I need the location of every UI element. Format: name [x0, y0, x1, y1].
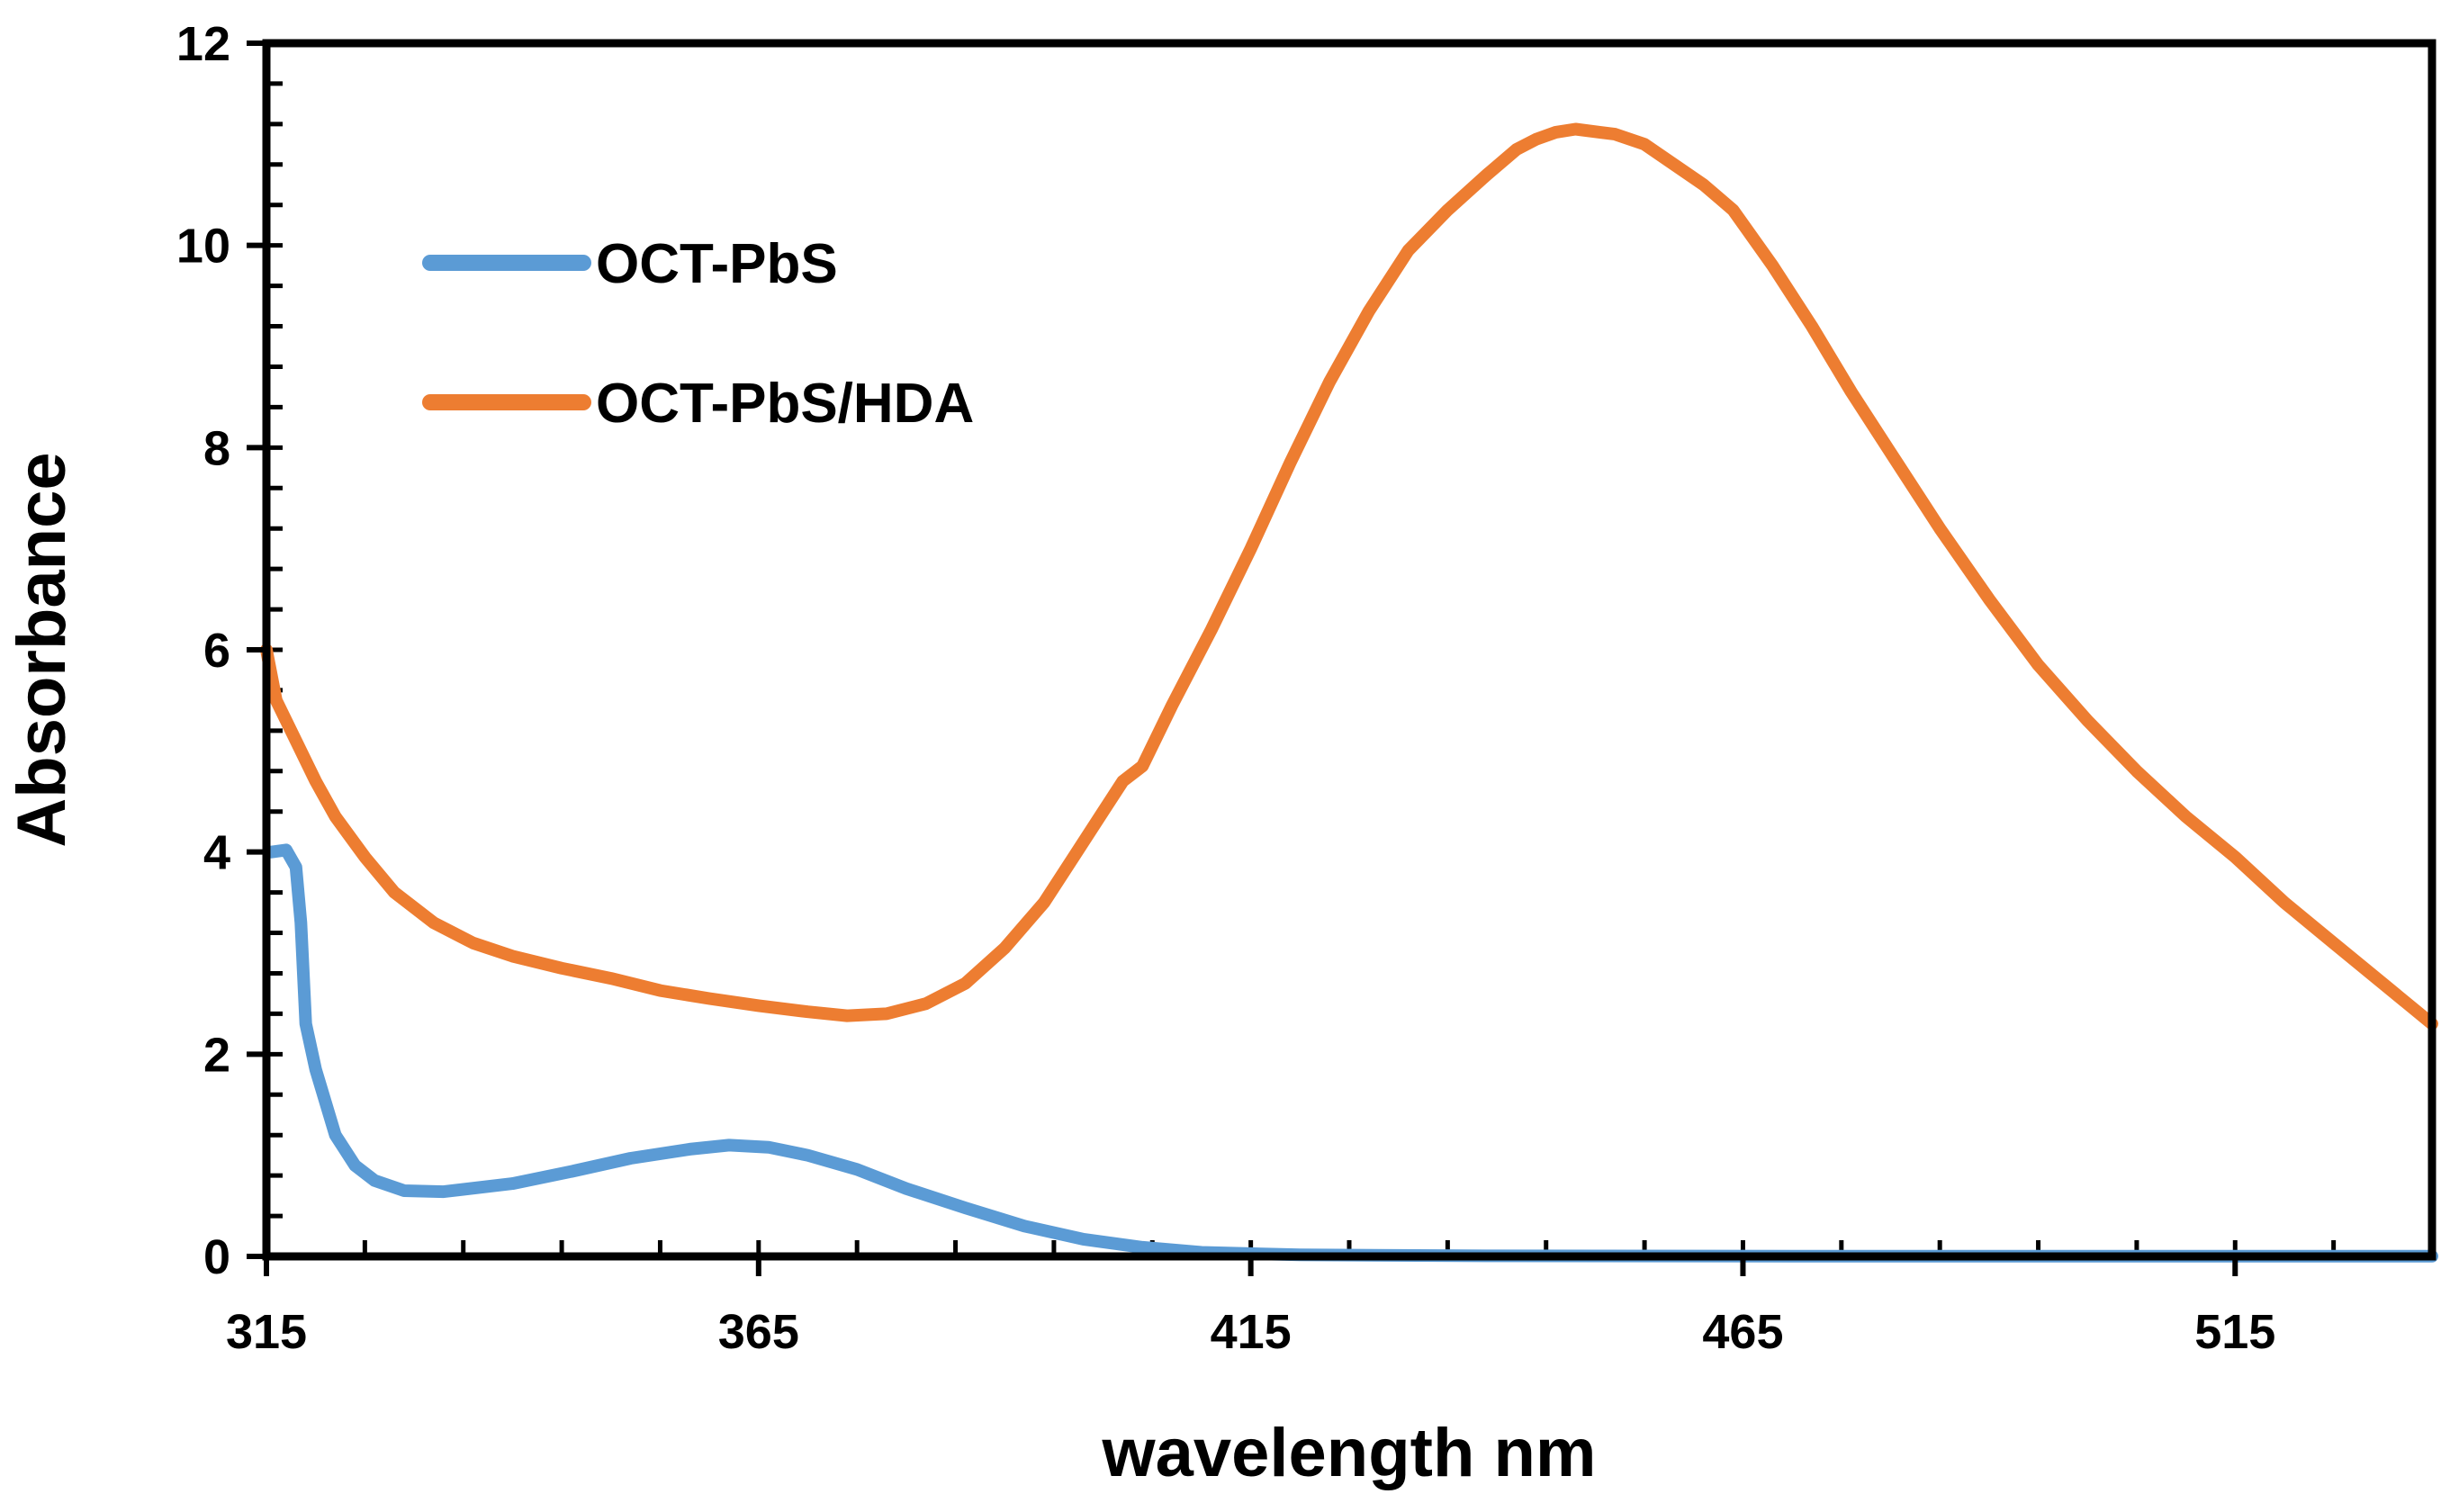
y-tick-label: 0	[203, 1230, 230, 1284]
y-tick-label: 12	[176, 17, 230, 71]
legend-label-oct-pbs: OCT-PbS	[596, 233, 838, 295]
x-axis-title: wavelength nm	[1102, 1415, 1597, 1491]
y-axis-title: Absorbance	[4, 452, 80, 847]
y-tick-labels: 0 2 4 6 8 10 12	[176, 17, 230, 1284]
x-tick-label: 515	[2194, 1305, 2275, 1359]
x-tick-label: 465	[1702, 1305, 1783, 1359]
legend: OCT-PbS OCT-PbS/HDA	[422, 233, 974, 435]
y-tick-label: 2	[203, 1028, 230, 1082]
y-tick-label: 8	[203, 421, 230, 475]
x-tick-label: 415	[1211, 1305, 1292, 1359]
y-tick-label: 10	[176, 220, 230, 274]
y-tick-label: 4	[203, 826, 230, 880]
x-tick-label: 315	[226, 1305, 307, 1359]
legend-label-oct-pbs-hda: OCT-PbS/HDA	[596, 373, 974, 435]
y-tick-label: 6	[203, 624, 230, 678]
x-tick-labels: 315 365 415 465 515	[226, 1305, 2275, 1359]
series-line-oct-pbs-hda	[260, 122, 2438, 1030]
major-ticks	[247, 40, 2238, 1276]
x-tick-label: 365	[718, 1305, 799, 1359]
